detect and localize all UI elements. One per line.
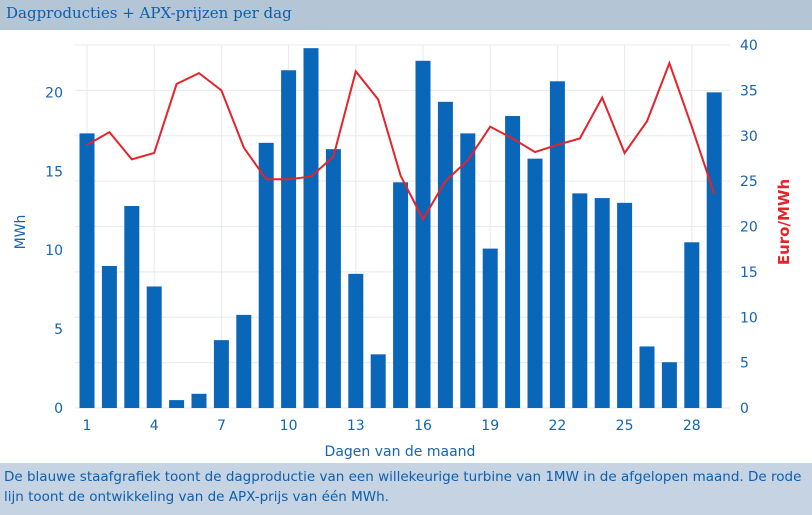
- bar-day-16: [415, 60, 431, 409]
- chart-caption: De blauwe staafgrafiek toont de dagprodu…: [4, 469, 802, 505]
- chart-area: 0 5 10 15 20 0 5 10 15 20 25 30 35 40 1 4 7 10 13 16 19 22 2…: [0, 30, 812, 463]
- x-tick-label: 13: [347, 418, 365, 434]
- x-tick-label: 25: [616, 418, 634, 434]
- combo-chart: 0 5 10 15 20 0 5 10 15 20 25 30 35 40 1 4 7 10 13 16 19 22 2…: [13, 38, 793, 460]
- bar-day-20: [505, 116, 521, 409]
- bar-day-4: [146, 286, 162, 408]
- bar-day-2: [101, 265, 117, 408]
- right-tick-label: 5: [740, 356, 749, 372]
- left-tick-label: 15: [45, 164, 63, 180]
- bar-day-5: [169, 400, 185, 408]
- x-axis-label: Dagen van de maand: [325, 444, 476, 460]
- bar-day-26: [639, 346, 655, 408]
- bar-day-23: [572, 193, 588, 408]
- bar-day-3: [124, 205, 140, 408]
- bar-day-8: [236, 314, 252, 408]
- price-series-line: [86, 60, 716, 222]
- x-tick-label: 4: [150, 418, 159, 434]
- bar-day-29: [706, 92, 722, 408]
- left-tick-label: 10: [45, 243, 63, 259]
- right-tick-label: 25: [740, 174, 758, 190]
- title-bar: Dagproducties + APX-prijzen per dag: [0, 0, 812, 30]
- price-line: [86, 60, 716, 222]
- right-tick-label: 15: [740, 265, 758, 281]
- bar-day-10: [281, 70, 297, 409]
- bar-day-24: [594, 198, 610, 408]
- bar-day-17: [437, 101, 453, 409]
- production-bars: [79, 48, 722, 409]
- x-tick-label: 10: [280, 418, 298, 434]
- x-tick-label: 16: [414, 418, 432, 434]
- bar-day-27: [661, 362, 677, 408]
- bar-day-25: [617, 202, 633, 408]
- left-tick-label: 20: [45, 85, 63, 101]
- x-tick-label: 28: [683, 418, 701, 434]
- x-tick-label: 19: [481, 418, 499, 434]
- left-axis-label: MWh: [13, 215, 29, 250]
- bar-day-19: [482, 248, 498, 408]
- bar-day-6: [191, 393, 207, 408]
- bar-day-12: [325, 149, 341, 408]
- bar-day-13: [348, 273, 364, 408]
- right-tick-label: 0: [740, 401, 749, 417]
- bar-day-11: [303, 48, 319, 408]
- left-axis-ticks: 0 5 10 15 20: [45, 85, 63, 417]
- x-tick-label: 7: [217, 418, 226, 434]
- bar-day-7: [213, 340, 229, 408]
- bar-day-14: [370, 354, 386, 408]
- bar-day-21: [527, 158, 543, 408]
- right-axis-ticks: 0 5 10 15 20 25 30 35 40: [740, 38, 758, 417]
- chart-title: Dagproducties + APX-prijzen per dag: [6, 4, 292, 22]
- x-tick-label: 1: [83, 418, 92, 434]
- caption-bar: De blauwe staafgrafiek toont de dagprodu…: [0, 463, 812, 515]
- x-tick-label: 22: [548, 418, 566, 434]
- bar-day-28: [684, 242, 700, 408]
- right-tick-label: 40: [740, 38, 758, 54]
- bar-day-18: [460, 133, 476, 408]
- left-tick-label: 0: [54, 401, 63, 417]
- x-axis-ticks: 1 4 7 10 13 16 19 22 25 28: [83, 418, 701, 434]
- left-tick-label: 5: [54, 322, 63, 338]
- bar-day-22: [549, 81, 565, 409]
- right-tick-label: 10: [740, 310, 758, 326]
- bar-day-15: [393, 182, 409, 408]
- right-tick-label: 35: [740, 83, 758, 99]
- right-tick-label: 30: [740, 129, 758, 145]
- bar-day-1: [79, 133, 95, 408]
- right-axis-label: Euro/MWh: [775, 179, 793, 265]
- bar-day-9: [258, 142, 274, 408]
- right-tick-label: 20: [740, 220, 758, 236]
